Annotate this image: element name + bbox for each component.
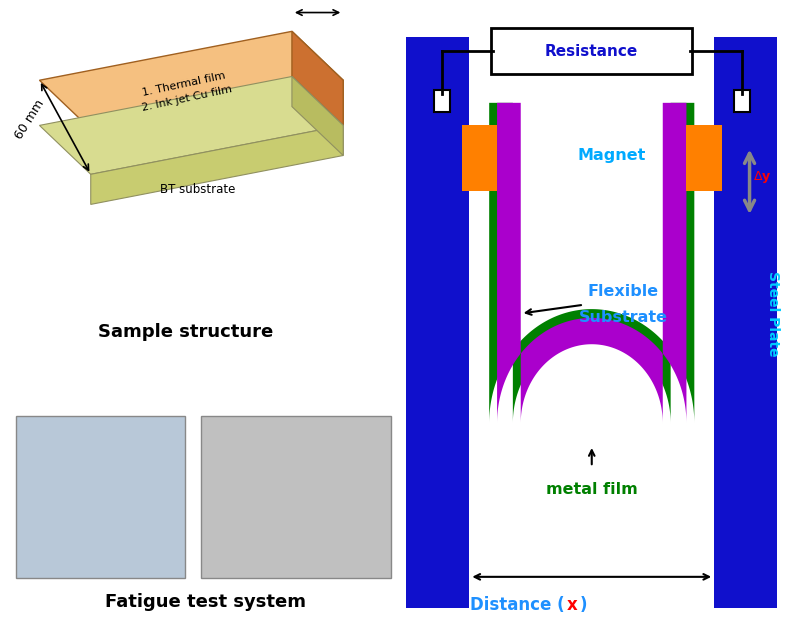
Polygon shape [91, 80, 343, 174]
Text: Substrate: Substrate [579, 310, 667, 325]
Text: 60 mm: 60 mm [13, 98, 47, 142]
Text: 1. Thermal film
2. Ink jet Cu film: 1. Thermal film 2. Ink jet Cu film [138, 70, 233, 113]
Polygon shape [489, 103, 694, 423]
Bar [734, 90, 750, 112]
Bar [714, 37, 777, 608]
Text: ): ) [580, 596, 588, 614]
Text: 4 mm: 4 mm [300, 0, 335, 1]
Text: Magnet: Magnet [578, 148, 645, 163]
Text: $\Delta$y: $\Delta$y [753, 169, 772, 186]
Text: Distance (: Distance ( [469, 596, 564, 614]
Text: Fatigue test system: Fatigue test system [105, 593, 305, 611]
Text: Flexible: Flexible [588, 284, 659, 299]
Bar [16, 416, 185, 578]
Bar [434, 90, 450, 112]
Text: Resistance: Resistance [545, 44, 638, 59]
Text: BT substrate: BT substrate [159, 183, 235, 196]
Polygon shape [292, 31, 343, 125]
Text: metal film: metal film [546, 482, 638, 497]
FancyBboxPatch shape [491, 28, 693, 75]
Polygon shape [292, 76, 343, 155]
Bar [201, 416, 391, 578]
Bar [462, 125, 497, 191]
Text: Steel Plate: Steel Plate [766, 271, 780, 356]
Polygon shape [497, 103, 686, 423]
Polygon shape [91, 125, 343, 204]
Bar [686, 125, 722, 191]
Text: x: x [567, 596, 578, 614]
Polygon shape [39, 76, 343, 174]
Bar [406, 37, 469, 608]
Polygon shape [39, 31, 343, 129]
Text: Sample structure: Sample structure [98, 324, 273, 341]
